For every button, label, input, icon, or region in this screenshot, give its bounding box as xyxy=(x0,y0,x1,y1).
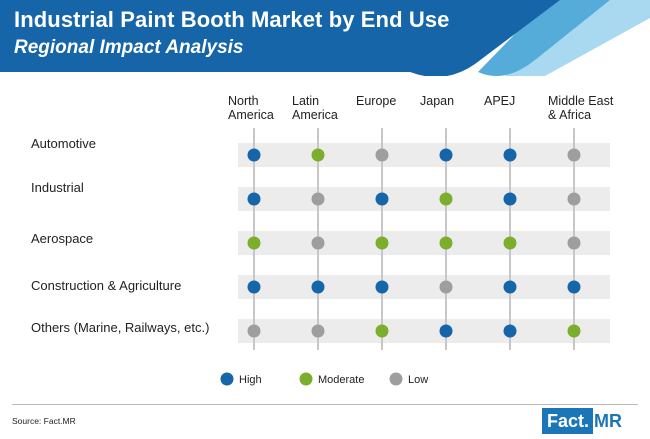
row-band xyxy=(238,275,610,299)
column-label-europe: Europe xyxy=(356,94,396,108)
impact-dot-low xyxy=(567,192,581,206)
impact-dot-high xyxy=(247,148,261,162)
impact-dot-high xyxy=(503,324,517,338)
row-band xyxy=(238,231,610,255)
impact-dot-low xyxy=(311,236,325,250)
impact-dot-high xyxy=(503,192,517,206)
source-note: Source: Fact.MR xyxy=(12,416,76,426)
impact-dot-high xyxy=(503,148,517,162)
impact-dot-moderate xyxy=(439,236,453,250)
column-label-north-america: North America xyxy=(228,94,274,122)
impact-dot-high xyxy=(567,280,581,294)
impact-dot-low xyxy=(311,192,325,206)
logo-mr-text: MR xyxy=(594,411,623,431)
impact-dot-moderate xyxy=(503,236,517,250)
banner-shape xyxy=(0,0,650,76)
impact-dot-low xyxy=(567,236,581,250)
impact-dot-high xyxy=(375,192,389,206)
column-label-apej: APEJ xyxy=(484,94,515,108)
impact-dot-high xyxy=(247,192,261,206)
factmr-logo: Fact. MR xyxy=(542,408,640,434)
logo-fact-text: Fact. xyxy=(542,408,594,434)
impact-dot-high xyxy=(439,148,453,162)
banner-light-stripe xyxy=(505,0,650,76)
row-band xyxy=(238,143,610,167)
banner-mid-stripe xyxy=(478,0,610,76)
legend-label-low: Low xyxy=(408,374,428,386)
banner-dark-band xyxy=(0,0,560,76)
impact-dot-moderate xyxy=(375,236,389,250)
row-label-automotive: Automotive xyxy=(31,136,96,151)
row-label-industrial: Industrial xyxy=(31,180,84,195)
row-band xyxy=(238,319,610,343)
legend-marker-high xyxy=(220,372,234,386)
impact-dot-moderate xyxy=(247,236,261,250)
impact-dot-low xyxy=(311,324,325,338)
legend-label-moderate: Moderate xyxy=(318,374,364,386)
impact-dot-high xyxy=(503,280,517,294)
row-label-aerospace: Aerospace xyxy=(31,231,93,246)
row-label-construction-agriculture: Construction & Agriculture xyxy=(31,278,181,293)
impact-dot-low xyxy=(247,324,261,338)
column-label-latin-america: Latin America xyxy=(292,94,338,122)
impact-dot-moderate xyxy=(311,148,325,162)
impact-dot-high xyxy=(439,324,453,338)
row-band xyxy=(238,187,610,211)
impact-dot-high xyxy=(247,280,261,294)
row-label-others-marine-railways-etc: Others (Marine, Railways, etc.) xyxy=(31,320,209,335)
chart-subtitle: Regional Impact Analysis xyxy=(14,37,244,58)
column-label-japan: Japan xyxy=(420,94,454,108)
legend-marker-low xyxy=(389,372,403,386)
impact-dot-moderate xyxy=(567,324,581,338)
legend-label-high: High xyxy=(239,374,262,386)
impact-dot-low xyxy=(439,280,453,294)
impact-dot-low xyxy=(375,148,389,162)
footer-divider xyxy=(12,404,638,405)
impact-dot-moderate xyxy=(439,192,453,206)
legend-marker-moderate xyxy=(299,372,313,386)
chart-title: Industrial Paint Booth Market by End Use xyxy=(14,7,450,32)
column-label-middle-east-africa: Middle East & Africa xyxy=(548,94,614,122)
impact-dot-high xyxy=(311,280,325,294)
impact-dot-moderate xyxy=(375,324,389,338)
impact-dot-high xyxy=(375,280,389,294)
impact-matrix: North America Latin America Europe Japan APEJ M… xyxy=(31,94,614,386)
impact-dot-low xyxy=(567,148,581,162)
header-banner: Industrial Paint Booth Market by End Use… xyxy=(0,0,650,76)
